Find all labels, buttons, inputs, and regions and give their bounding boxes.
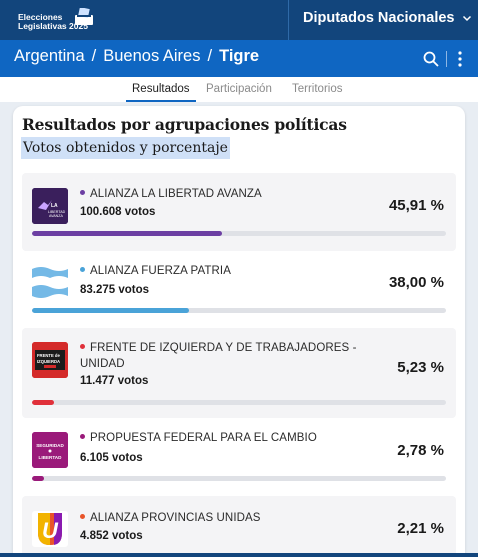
topbar-divider bbox=[288, 0, 289, 40]
breadcrumb-item-argentina[interactable]: Argentina bbox=[14, 47, 85, 65]
party-progress-fill bbox=[32, 231, 223, 236]
svg-text:IZQUIERDA: IZQUIERDA bbox=[37, 359, 60, 364]
party-name: PROPUESTA FEDERAL PARA EL CAMBIO bbox=[80, 430, 317, 446]
party-votes: 83.275 votos bbox=[80, 284, 150, 296]
party-progress-track bbox=[32, 476, 446, 481]
party-color-dot bbox=[80, 267, 85, 272]
svg-text:LIBERTAD: LIBERTAD bbox=[39, 455, 63, 460]
frente-izquierda-logo: FRENTE de IZQUIERDA bbox=[32, 342, 68, 378]
breadcrumb-actions bbox=[418, 48, 472, 70]
tab-bar: Resultados Participación Territorios bbox=[0, 77, 478, 102]
breadcrumb-item-buenos-aires[interactable]: Buenos Aires bbox=[103, 47, 201, 65]
party-percent: 2,78 % bbox=[397, 442, 444, 459]
party-percent: 45,91 % bbox=[388, 197, 444, 214]
party-progress-fill bbox=[32, 308, 190, 313]
tab-participacion[interactable]: Participación bbox=[206, 83, 272, 95]
breadcrumb: Argentina / Buenos Aires / Tigre bbox=[14, 47, 259, 66]
logo-line-2: Legislativas 2025 bbox=[18, 21, 88, 31]
party-progress-fill bbox=[32, 400, 54, 405]
party-progress-fill bbox=[32, 476, 44, 481]
breadcrumb-separator: / bbox=[207, 47, 213, 65]
svg-text:FRENTE de: FRENTE de bbox=[37, 353, 60, 358]
breadcrumb-bar: Argentina / Buenos Aires / Tigre bbox=[0, 40, 478, 77]
party-percent: 38,00 % bbox=[388, 274, 444, 291]
party-progress-track bbox=[32, 308, 446, 313]
svg-text:U: U bbox=[42, 518, 59, 543]
party-row[interactable]: FRENTE de IZQUIERDA FRENTE DE IZQUIERDA … bbox=[22, 328, 456, 418]
party-votes: 4.852 votos bbox=[80, 530, 143, 542]
elecciones-logo[interactable]: Elecciones Legislativas 2025 bbox=[18, 8, 100, 34]
party-row[interactable]: SEGURIDAD LIBERTAD PROPUESTA FEDERAL PAR… bbox=[22, 418, 456, 496]
chamber-label: Diputados Nacionales bbox=[303, 10, 455, 26]
fuerza-patria-flag-logo bbox=[32, 265, 68, 301]
party-color-dot bbox=[80, 434, 85, 439]
party-color-dot bbox=[80, 344, 85, 349]
breadcrumb-current: Tigre bbox=[219, 47, 260, 65]
search-icon[interactable] bbox=[422, 50, 440, 68]
party-votes: 6.105 votos bbox=[80, 452, 143, 464]
party-name: ALIANZA PROVINCIAS UNIDAS bbox=[80, 510, 261, 526]
party-row[interactable]: U ALIANZA PROVINCIAS UNIDAS 4.852 votos … bbox=[22, 496, 456, 557]
tab-territorios[interactable]: Territorios bbox=[292, 83, 343, 95]
party-name: FRENTE DE IZQUIERDA Y DE TRABAJADORES - … bbox=[80, 342, 357, 370]
party-color-dot bbox=[80, 190, 85, 195]
chevron-down-icon bbox=[463, 15, 472, 22]
logo-text: Elecciones Legislativas 2025 bbox=[18, 13, 88, 31]
party-progress-track bbox=[32, 231, 446, 236]
svg-text:SEGURIDAD: SEGURIDAD bbox=[36, 443, 64, 448]
party-name: ALIANZA LA LIBERTAD AVANZA bbox=[80, 186, 262, 202]
party-color-dot bbox=[80, 514, 85, 519]
results-title: Resultados por agrupaciones políticas bbox=[22, 115, 347, 134]
provincias-unidas-logo: U bbox=[32, 511, 68, 547]
party-name: ALIANZA FUERZA PATRIA bbox=[80, 263, 231, 279]
more-options-icon[interactable] bbox=[456, 49, 464, 69]
svg-text:LA: LA bbox=[51, 203, 58, 209]
tab-resultados[interactable]: Resultados bbox=[132, 83, 190, 95]
top-bar: Elecciones Legislativas 2025 Diputados N… bbox=[0, 0, 478, 40]
logo-line-1: Elecciones bbox=[18, 12, 63, 22]
bottom-edge bbox=[0, 553, 478, 557]
svg-text:AVANZA: AVANZA bbox=[49, 214, 63, 218]
breadcrumb-separator: / bbox=[91, 47, 97, 65]
results-subtitle: Votos obtenidos y porcentaje bbox=[21, 137, 230, 159]
party-row[interactable]: ALIANZA FUERZA PATRIA 83.275 votos 38,00… bbox=[22, 251, 456, 328]
active-tab-indicator bbox=[126, 100, 196, 102]
party-percent: 2,21 % bbox=[397, 520, 444, 537]
svg-text:LIBERTAD: LIBERTAD bbox=[48, 210, 66, 214]
ballot-box-icon bbox=[75, 8, 93, 25]
actions-divider bbox=[446, 51, 447, 67]
seguridad-libertad-logo: SEGURIDAD LIBERTAD bbox=[32, 432, 68, 468]
party-votes: 11.477 votos bbox=[80, 375, 149, 387]
party-percent: 5,23 % bbox=[397, 359, 444, 376]
la-libertad-avanza-logo: LA LIBERTAD AVANZA bbox=[32, 188, 68, 224]
party-progress-track bbox=[32, 400, 446, 405]
party-row[interactable]: LA LIBERTAD AVANZA ALIANZA LA LIBERTAD A… bbox=[22, 173, 456, 251]
party-votes: 100.608 votos bbox=[80, 206, 156, 218]
chamber-selector[interactable]: Diputados Nacionales bbox=[303, 10, 472, 26]
